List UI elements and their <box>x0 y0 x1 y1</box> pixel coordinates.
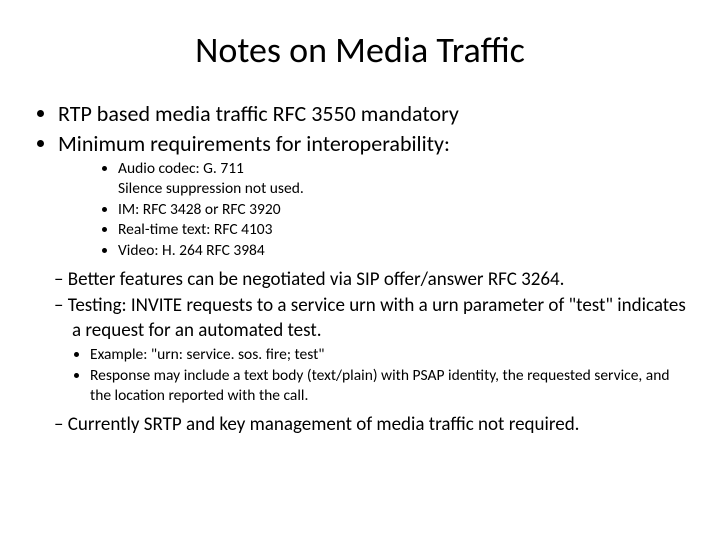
bullet-srtp: Currently SRTP and key management of med… <box>72 413 690 437</box>
bullet-list-level3-example: Example: "urn: service. sos. fire; test"… <box>30 345 690 405</box>
bullet-rtt: Real-time text: RFC 4103 <box>118 220 690 240</box>
bullet-list-level1: RTP based media traffic RFC 3550 mandato… <box>30 100 690 157</box>
bullet-minreq: Minimum requirements for interoperabilit… <box>58 130 690 158</box>
slide-title: Notes on Media Traffic <box>30 28 690 72</box>
bullet-list-level2: Better features can be negotiated via SI… <box>30 268 690 343</box>
bullet-video: Video: H. 264 RFC 3984 <box>118 241 690 261</box>
bullet-audio-text: Audio codec: G. 711 <box>118 159 244 178</box>
bullet-silence: Silence suppression not used. <box>118 179 690 199</box>
bullet-audio: Audio codec: G. 711 Silence suppression … <box>118 159 690 199</box>
bullet-testing: Testing: INVITE requests to a service ur… <box>72 294 690 343</box>
bullet-rtp: RTP based media traffic RFC 3550 mandato… <box>58 100 690 128</box>
bullet-list-level2b: Currently SRTP and key management of med… <box>30 413 690 437</box>
bullet-response: Response may include a text body (text/p… <box>90 366 690 406</box>
bullet-im: IM: RFC 3428 or RFC 3920 <box>118 200 690 220</box>
bullet-features: Better features can be negotiated via SI… <box>72 268 690 292</box>
bullet-list-level3-codecs: Audio codec: G. 711 Silence suppression … <box>30 159 690 261</box>
bullet-example: Example: "urn: service. sos. fire; test" <box>90 345 690 365</box>
